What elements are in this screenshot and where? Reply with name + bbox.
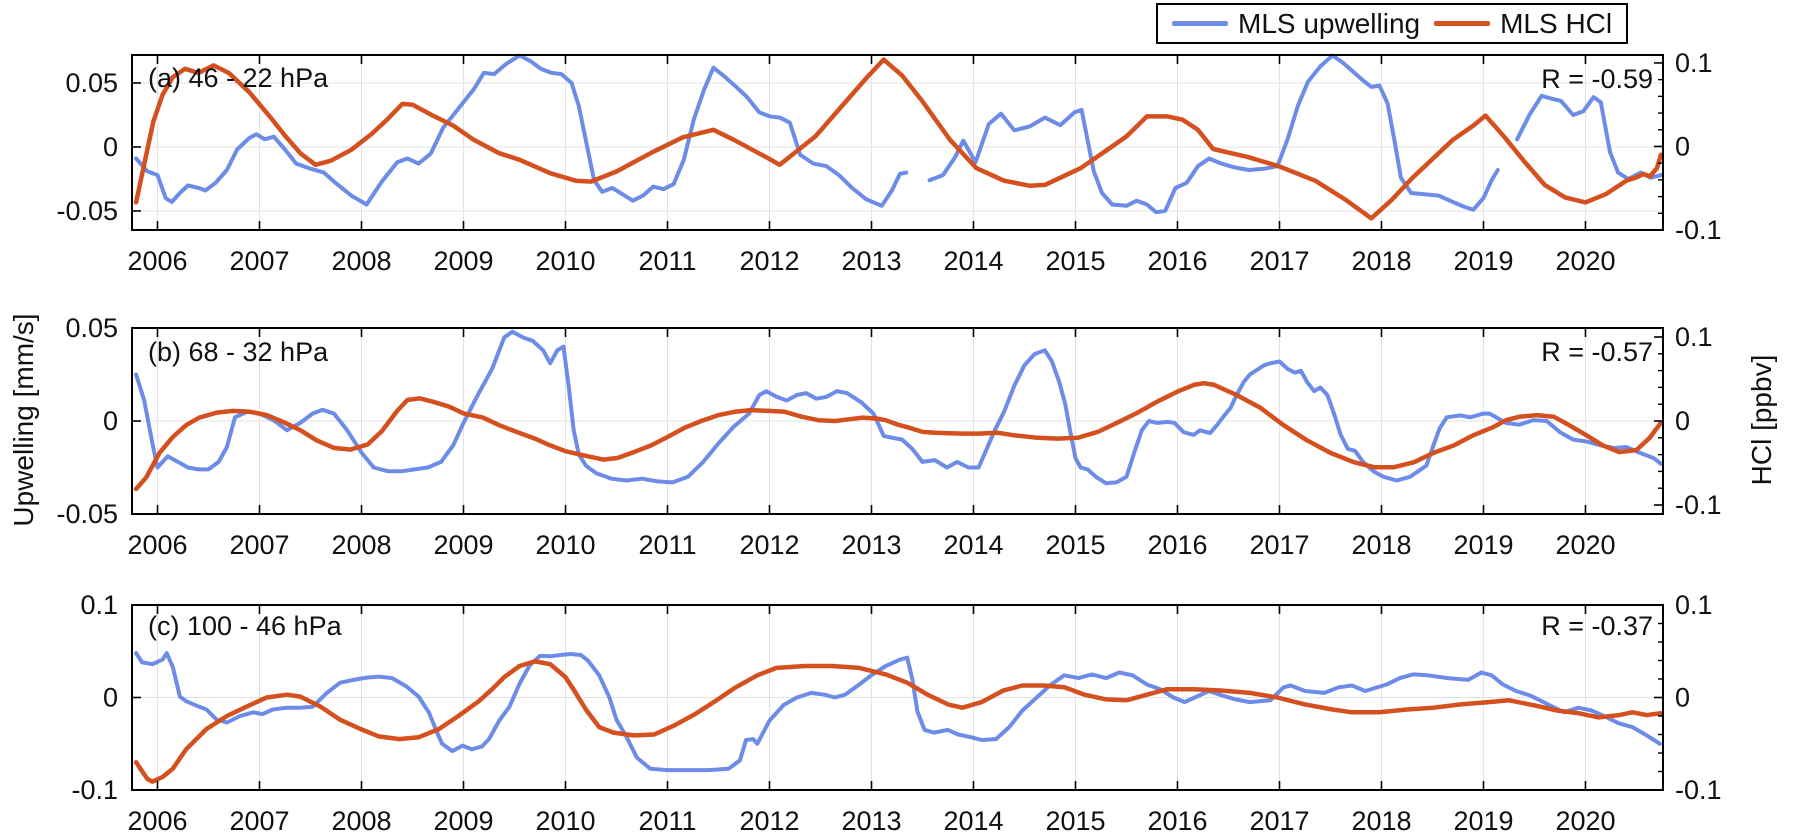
y-tick-label-left: 0.05	[65, 313, 118, 343]
legend-item-hcl: MLS HCl	[1434, 8, 1612, 40]
series-line-mls-upwelling	[134, 651, 1662, 773]
axes-border	[131, 54, 1664, 231]
x-tick-label: 2013	[841, 806, 901, 836]
x-tick-label: 2019	[1453, 806, 1513, 836]
x-tick-label: 2018	[1351, 246, 1411, 276]
panel-a-r-value: R = -0.59	[1541, 64, 1653, 94]
x-tick-label: 2006	[127, 246, 187, 276]
x-tick-label: 2020	[1555, 530, 1615, 560]
x-tick-label: 2019	[1453, 530, 1513, 560]
x-tick-label: 2017	[1249, 246, 1309, 276]
panel-c: 2006 2007 2008 2009 2010 2011 2012 2013 2014 2015…	[71, 590, 1721, 836]
x-tick-label: 2011	[638, 530, 696, 560]
y-tick-label-right: 0.1	[1675, 590, 1713, 620]
x-tick-label: 2012	[739, 530, 799, 560]
panel-b-r-value: R = -0.57	[1541, 337, 1653, 367]
x-tick-label: 2016	[1147, 530, 1207, 560]
y-tick-label-right: 0	[1675, 683, 1690, 713]
x-tick-label: 2015	[1045, 530, 1105, 560]
y-tick-label-left: 0.1	[80, 590, 118, 620]
x-tick-label: 2016	[1147, 806, 1207, 836]
series-line-mls-hcl	[133, 57, 1664, 221]
upwelling-line-swatch	[1172, 21, 1228, 26]
x-tick-label: 2008	[331, 246, 391, 276]
legend-label-hcl: MLS HCl	[1500, 7, 1613, 39]
x-tick-label: 2008	[331, 806, 391, 836]
x-tick-label: 2009	[433, 246, 493, 276]
panel-b-title: (b) 68 - 32 hPa	[148, 337, 329, 367]
series-line-mls-hcl	[133, 380, 1664, 492]
legend: MLS upwelling MLS HCl	[1156, 3, 1629, 44]
x-tick-label: 2011	[638, 806, 696, 836]
panel-a-title: (a) 46 - 22 hPa	[148, 63, 329, 93]
x-tick-label: 2015	[1045, 806, 1105, 836]
y-tick-label-right: -0.1	[1675, 215, 1722, 245]
panel-a: 2006 2007 2008 2009 2010 2011 2012 2013 2014 2015…	[56, 48, 1721, 276]
x-tick-label: 2015	[1045, 246, 1105, 276]
x-tick-label: 2014	[943, 806, 1003, 836]
y-tick-label-left: 0	[103, 406, 118, 436]
y-tick-label-right: 0	[1675, 131, 1690, 161]
series-line-mls-upwelling	[134, 53, 1663, 215]
x-tick-label: 2009	[433, 806, 493, 836]
panel-c-title: (c) 100 - 46 hPa	[148, 611, 342, 641]
x-tick-label: 2018	[1351, 806, 1411, 836]
left-y-axis-label: Upwelling [mm/s]	[8, 313, 39, 527]
x-tick-label: 2014	[943, 246, 1003, 276]
series-line-mls-upwelling	[134, 329, 1663, 486]
right-y-axis-label: HCl [ppbv]	[1746, 354, 1777, 486]
x-tick-label: 2013	[841, 530, 901, 560]
x-tick-label: 2009	[433, 530, 493, 560]
y-tick-label-right: 0.1	[1675, 48, 1713, 78]
y-tick-label-left: -0.05	[56, 196, 118, 226]
x-tick-label: 2016	[1147, 246, 1207, 276]
x-tick-label: 2014	[943, 530, 1003, 560]
x-tick-label: 2019	[1453, 246, 1513, 276]
x-tick-label: 2012	[739, 806, 799, 836]
x-tick-label: 2007	[229, 246, 289, 276]
y-tick-label-left: -0.05	[56, 499, 118, 529]
x-tick-label: 2020	[1555, 806, 1615, 836]
x-tick-label: 2020	[1555, 246, 1615, 276]
series-line-mls-hcl	[133, 659, 1664, 784]
x-tick-label: 2013	[841, 246, 901, 276]
legend-item-upwelling: MLS upwelling	[1172, 8, 1420, 40]
panel-b: 2006 2007 2008 2009 2010 2011 2012 2013 2014 2015…	[56, 313, 1721, 560]
x-tick-label: 2006	[127, 806, 187, 836]
y-tick-label-right: -0.1	[1675, 775, 1722, 805]
x-tick-label: 2006	[127, 530, 187, 560]
y-tick-label-left: -0.1	[71, 775, 118, 805]
x-tick-label: 2012	[739, 246, 799, 276]
hcl-line-swatch	[1434, 21, 1491, 26]
x-tick-label: 2017	[1249, 530, 1309, 560]
x-tick-label: 2007	[229, 806, 289, 836]
x-tick-label: 2010	[535, 806, 595, 836]
y-tick-label-right: 0	[1675, 406, 1690, 436]
panel-c-r-value: R = -0.37	[1541, 611, 1653, 641]
x-tick-label: 2011	[638, 246, 696, 276]
x-tick-label: 2017	[1249, 806, 1309, 836]
y-tick-label-left: 0.05	[65, 68, 118, 98]
x-tick-label: 2018	[1351, 530, 1411, 560]
y-tick-label-right: -0.1	[1675, 490, 1722, 520]
x-tick-label: 2008	[331, 530, 391, 560]
y-tick-label-left: 0	[103, 132, 118, 162]
legend-label-upwelling: MLS upwelling	[1238, 7, 1421, 39]
y-tick-label-left: 0	[103, 683, 118, 713]
y-tick-label-right: 0.1	[1675, 322, 1713, 352]
x-tick-label: 2007	[229, 530, 289, 560]
x-tick-label: 2010	[535, 530, 595, 560]
x-tick-label: 2010	[535, 246, 595, 276]
